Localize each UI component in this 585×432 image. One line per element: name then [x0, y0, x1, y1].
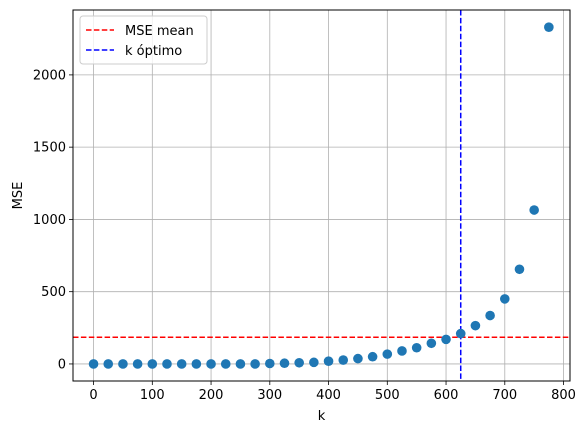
y-tick-label: 500 [41, 285, 66, 300]
plot-frame [72, 9, 571, 382]
data-point [250, 359, 260, 369]
data-point [265, 358, 275, 369]
data-point [411, 342, 422, 353]
legend-box [79, 15, 208, 65]
axis-ticks: 0 100 200 300 400 500 600 700 800 0 500 1000 1500 200… [33, 68, 576, 403]
data-point [235, 359, 246, 369]
data-point [470, 320, 481, 331]
data-point [206, 359, 216, 369]
x-tick-label: 500 [375, 388, 400, 403]
data-point [441, 334, 451, 345]
x-tick-label: 600 [434, 388, 459, 403]
data-point [529, 205, 539, 215]
y-tick-label: 1000 [33, 213, 66, 228]
data-point [294, 357, 304, 368]
data-point [309, 357, 319, 368]
data-point [382, 349, 393, 359]
data-point [455, 328, 466, 339]
data-point [176, 359, 187, 369]
reference-lines [73, 10, 570, 381]
x-tick-label: 400 [316, 388, 341, 403]
data-point [118, 359, 128, 369]
data-point [147, 359, 158, 369]
legend: MSE mean k óptimo [79, 15, 208, 65]
data-point [220, 359, 231, 369]
data-point [323, 356, 334, 366]
data-point [544, 22, 554, 32]
x-tick-label: 300 [257, 388, 282, 403]
data-point [485, 310, 495, 321]
grid-lines [73, 10, 570, 381]
y-tick-label: 0 [58, 357, 66, 372]
data-point [162, 359, 172, 369]
data-point [367, 351, 378, 362]
x-tick-label: 0 [89, 388, 97, 403]
x-tick-label: 200 [199, 388, 224, 403]
y-tick-label: 1500 [33, 141, 66, 156]
legend-label-k-optimo: k óptimo [125, 44, 182, 59]
data-points [88, 22, 554, 369]
x-tick-label: 700 [492, 388, 517, 403]
y-tick-label: 2000 [33, 68, 66, 83]
x-tick-label: 100 [140, 388, 165, 403]
data-point [426, 338, 437, 349]
data-point [499, 294, 510, 304]
data-point [191, 359, 202, 369]
data-point [353, 353, 363, 364]
data-point [514, 264, 525, 275]
x-axis-label: k [318, 409, 326, 424]
data-point [279, 358, 290, 369]
data-point [132, 359, 143, 369]
x-tick-label: 800 [551, 388, 576, 403]
data-point [103, 359, 114, 369]
y-axis-label: MSE [11, 182, 26, 210]
data-point [397, 346, 407, 356]
data-point [88, 359, 99, 369]
data-point [338, 355, 349, 365]
legend-label-mse-mean: MSE mean [125, 24, 194, 39]
